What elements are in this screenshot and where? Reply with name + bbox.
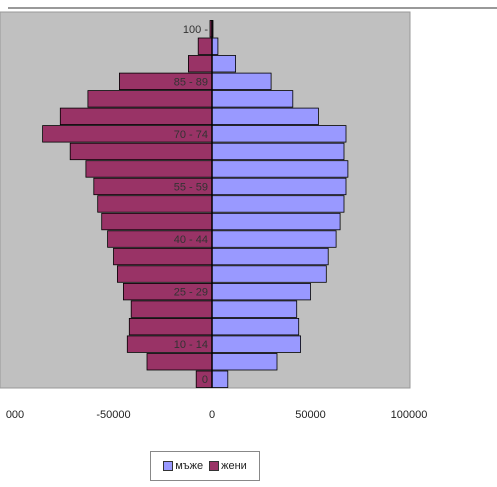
bar-female-15 <box>59 107 213 125</box>
bar-male-3 <box>211 317 300 336</box>
bar-female-9 <box>101 212 213 231</box>
x-tick-label: -50000 <box>96 409 130 421</box>
bar-male-4 <box>211 300 298 318</box>
legend-item-male: мъже <box>163 460 203 472</box>
category-label: 55 - 59 <box>174 182 208 194</box>
x-tick-label: 0 <box>209 409 215 421</box>
bar-male-2 <box>211 335 301 353</box>
category-label: 100 - <box>183 24 208 36</box>
category-label: 10 - 14 <box>174 339 208 351</box>
category-label: 70 - 74 <box>174 129 208 141</box>
bar-female-6 <box>117 265 213 283</box>
bar-female-16 <box>87 90 213 108</box>
bar-male-5 <box>211 282 311 301</box>
legend-swatch-male <box>163 461 174 471</box>
bar-female-4 <box>130 300 213 318</box>
bar-female-12 <box>85 160 213 178</box>
category-label: 85 - 89 <box>174 76 208 88</box>
bar-male-0 <box>211 370 229 388</box>
bar-male-13 <box>211 142 345 161</box>
category-label: 40 - 44 <box>174 234 208 246</box>
x-tick-label: 000 <box>6 409 24 421</box>
bar-male-6 <box>211 265 327 283</box>
bar-male-18 <box>211 55 237 73</box>
bar-male-16 <box>211 90 294 108</box>
bar-male-7 <box>211 247 329 266</box>
category-label: 0 <box>202 374 208 386</box>
x-tick-label: 50000 <box>295 409 326 421</box>
legend-item-female: жени <box>209 460 247 472</box>
legend-label-male: мъже <box>175 460 204 472</box>
bar-male-12 <box>211 160 349 178</box>
legend-swatch-female <box>209 461 220 471</box>
bar-male-9 <box>211 212 341 231</box>
legend-label-female: жени <box>221 460 247 472</box>
bar-female-1 <box>146 353 213 371</box>
bar-female-7 <box>113 247 213 266</box>
legend: мъже жени <box>150 451 260 481</box>
bar-male-8 <box>211 230 337 248</box>
bar-female-19 <box>197 37 213 55</box>
bar-female-10 <box>97 195 213 213</box>
bar-male-1 <box>211 353 278 371</box>
bar-female-3 <box>128 317 213 336</box>
bar-male-15 <box>211 107 319 125</box>
bar-male-10 <box>211 195 345 213</box>
bar-female-13 <box>69 142 213 161</box>
bar-male-14 <box>211 125 347 143</box>
category-label: 25 - 29 <box>174 287 208 299</box>
x-tick-label: 100000 <box>391 409 428 421</box>
bar-male-17 <box>211 72 272 90</box>
bar-male-11 <box>211 177 347 196</box>
bar-male-19 <box>211 37 219 55</box>
bar-female-18 <box>187 55 213 73</box>
